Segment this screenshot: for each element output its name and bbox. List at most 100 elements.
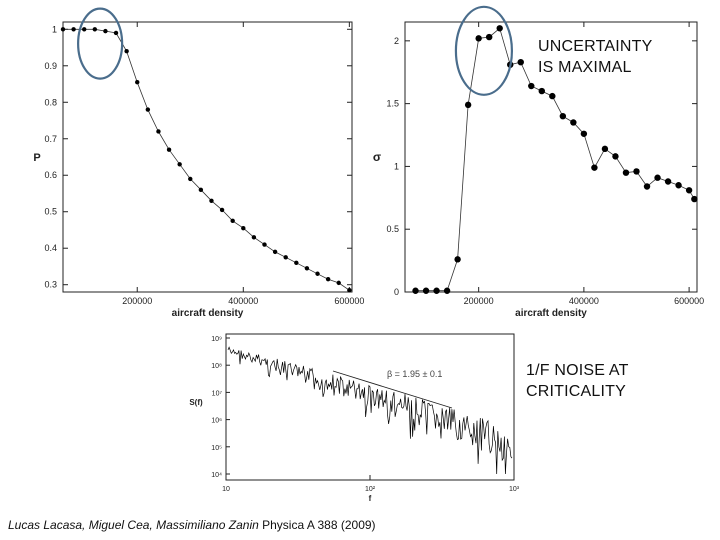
data-point xyxy=(675,182,682,189)
data-point xyxy=(570,119,577,126)
x-axis-label: aircraft density xyxy=(515,308,587,319)
y-tick-label: 10⁷ xyxy=(212,390,223,397)
plot-frame xyxy=(225,333,515,481)
data-point xyxy=(654,174,661,181)
fit-annotation: β = 1.95 ± 0.1 xyxy=(387,369,442,379)
data-point xyxy=(124,48,129,54)
highlight-ellipse xyxy=(77,7,124,80)
data-point xyxy=(251,235,257,240)
x-tick-label: 200000 xyxy=(464,296,494,306)
y-axis-label: P xyxy=(33,152,40,164)
citation-journal: Physica A 388 (2009) xyxy=(258,518,376,532)
data-point xyxy=(496,25,503,32)
data-point xyxy=(643,183,651,190)
data-point xyxy=(198,187,204,193)
chart-left-p: 200000 400000 600000 0.3 0.4 0.5 0.6 0.7 0.8 0.9 1… xyxy=(33,7,364,319)
y-tick-label: 1.5 xyxy=(386,99,399,109)
citation: Lucas Lacasa, Miguel Cea, Massimiliano Z… xyxy=(8,518,376,532)
data-point xyxy=(166,147,172,152)
callout-noise: 1/F NOISE AT CRITICALITY xyxy=(526,360,629,402)
data-point xyxy=(294,260,299,266)
data-point xyxy=(283,255,288,260)
x-tick-label: 10³ xyxy=(509,486,520,493)
data-point xyxy=(475,35,482,42)
series-line xyxy=(415,27,695,292)
data-point xyxy=(612,153,619,160)
citation-authors: Lucas Lacasa, Miguel Cea, Massimiliano Z… xyxy=(8,518,259,532)
y-tick-label: 10⁴ xyxy=(211,472,222,479)
callout-uncertainty-line-1: UNCERTAINTY xyxy=(538,38,653,55)
data-point xyxy=(209,198,214,203)
x-tick-label: 200000 xyxy=(122,296,152,306)
y-tick-label: 0 xyxy=(394,287,399,297)
chart-right-sigma: 200000 400000 600000 0 0.5 1 1.5 2 aircraft dens… xyxy=(373,5,704,319)
y-tick-label: 0.6 xyxy=(44,170,57,180)
x-tick-label: 600000 xyxy=(674,296,704,306)
data-point xyxy=(538,87,545,95)
callout-uncertainty: UNCERTAINTY IS MAXIMAL xyxy=(538,36,653,78)
data-point xyxy=(464,101,472,109)
data-point xyxy=(549,92,556,100)
data-point xyxy=(315,271,320,276)
data-point xyxy=(304,266,310,271)
data-point xyxy=(591,164,598,171)
data-point xyxy=(156,129,161,134)
y-tick-label: 10⁶ xyxy=(211,418,222,425)
data-point xyxy=(580,130,588,137)
y-tick-label: 0.5 xyxy=(44,207,57,217)
data-point xyxy=(113,30,119,36)
callout-noise-line-2: CRITICALITY xyxy=(526,383,626,400)
data-point xyxy=(135,80,140,85)
x-tick-label: 400000 xyxy=(228,296,258,306)
data-point xyxy=(412,287,419,294)
y-tick-label: 10⁹ xyxy=(211,336,222,343)
data-point xyxy=(241,225,246,231)
data-point xyxy=(219,207,225,213)
fit-line xyxy=(332,370,453,409)
data-point xyxy=(336,280,341,286)
data-point xyxy=(82,27,87,32)
data-point xyxy=(633,168,640,175)
y-tick-label: 10⁵ xyxy=(211,445,222,452)
y-tick-label: 1 xyxy=(52,24,57,34)
highlight-ellipse xyxy=(454,5,514,96)
data-point xyxy=(422,287,430,294)
data-point xyxy=(145,107,151,112)
data-point xyxy=(262,242,267,247)
y-tick-label: 0.5 xyxy=(386,224,399,234)
data-point xyxy=(517,58,524,66)
data-point xyxy=(601,145,609,153)
data-point xyxy=(71,27,76,32)
y-tick-label: 1 xyxy=(394,161,399,171)
x-tick-label: 600000 xyxy=(334,296,364,306)
data-point xyxy=(272,249,278,255)
y-tick-label: 10⁸ xyxy=(211,363,222,370)
x-tick-label: 400000 xyxy=(569,296,599,306)
data-point xyxy=(92,27,98,32)
data-point xyxy=(188,176,193,182)
data-point xyxy=(433,287,440,294)
x-axis-label: f xyxy=(369,494,372,503)
y-tick-label: 0.4 xyxy=(44,243,57,253)
plot-frame xyxy=(62,21,353,293)
data-point xyxy=(60,27,66,32)
callout-noise-line-1: 1/F NOISE AT xyxy=(526,362,629,379)
data-point xyxy=(528,82,535,90)
data-point xyxy=(691,195,698,203)
data-point xyxy=(664,178,672,185)
plot-frame xyxy=(404,21,698,293)
y-tick-label: 0.7 xyxy=(44,134,57,144)
callout-uncertainty-line-2: IS MAXIMAL xyxy=(538,59,632,76)
data-point xyxy=(443,287,451,294)
data-point xyxy=(103,28,108,34)
data-point xyxy=(230,218,235,224)
y-tick-label: 0.9 xyxy=(44,61,57,71)
data-point xyxy=(454,256,461,263)
data-point xyxy=(485,33,493,41)
data-point xyxy=(347,287,352,293)
x-tick-label: 10² xyxy=(365,486,376,493)
data-point xyxy=(177,162,182,167)
y-tick-label: 2 xyxy=(394,36,399,46)
y-tick-label: 0.8 xyxy=(44,97,57,107)
